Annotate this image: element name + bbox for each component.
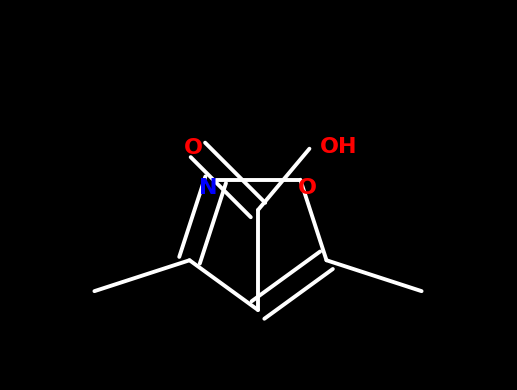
Text: O: O — [184, 138, 202, 158]
Text: OH: OH — [320, 137, 357, 157]
Text: N: N — [200, 178, 218, 198]
Text: O: O — [298, 178, 317, 198]
